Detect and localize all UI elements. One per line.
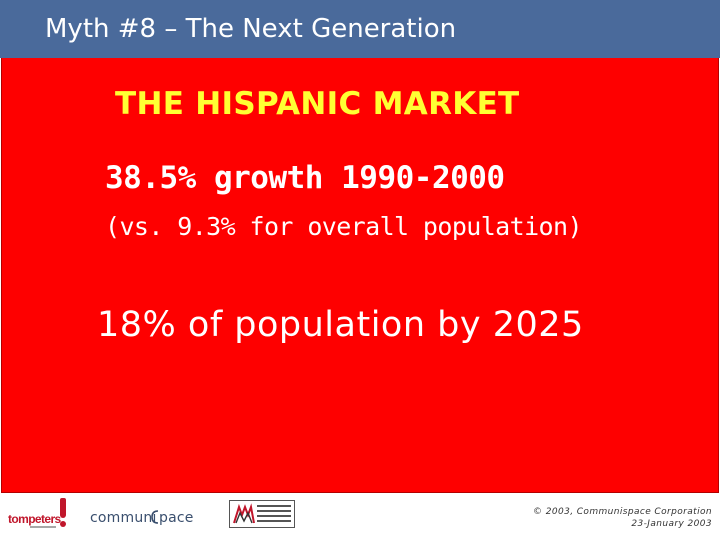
copyright-date: 23-January 2003 bbox=[631, 519, 712, 529]
ama-mark-icon bbox=[233, 503, 255, 525]
exclamation-dot-icon bbox=[60, 521, 66, 527]
tompeters-logo-underline bbox=[30, 526, 56, 528]
copyright-notice: © 2003, Communispace Corporation 23-Janu… bbox=[533, 506, 712, 530]
tompeters-logo: tompeters bbox=[8, 498, 70, 534]
projection-statistic: 18% of population by 2025 bbox=[97, 305, 584, 345]
slide-title: Myth #8 – The Next Generation bbox=[45, 14, 457, 44]
ama-logo bbox=[229, 500, 295, 528]
market-heading: THE HISPANIC MARKET bbox=[115, 86, 520, 122]
tompeters-logo-text: tompeters bbox=[8, 512, 61, 526]
exclamation-icon bbox=[60, 498, 66, 518]
slide-header: Myth #8 – The Next Generation bbox=[0, 0, 720, 58]
copyright-line: © 2003, Communispace Corporation bbox=[533, 507, 712, 517]
svg-text:pace: pace bbox=[159, 510, 194, 526]
svg-text:communi: communi bbox=[90, 510, 157, 526]
slide-footer: tompeters communi pace © 2003, Communisp… bbox=[0, 494, 720, 540]
comparison-statistic: (vs. 9.3% for overall population) bbox=[105, 212, 583, 241]
ama-wordmark bbox=[257, 505, 291, 525]
growth-statistic: 38.5% growth 1990-2000 bbox=[105, 160, 505, 196]
communispace-logo-mark: communi pace bbox=[90, 510, 194, 526]
slide-content-panel bbox=[1, 58, 719, 493]
communispace-logo: communi pace bbox=[90, 506, 210, 528]
